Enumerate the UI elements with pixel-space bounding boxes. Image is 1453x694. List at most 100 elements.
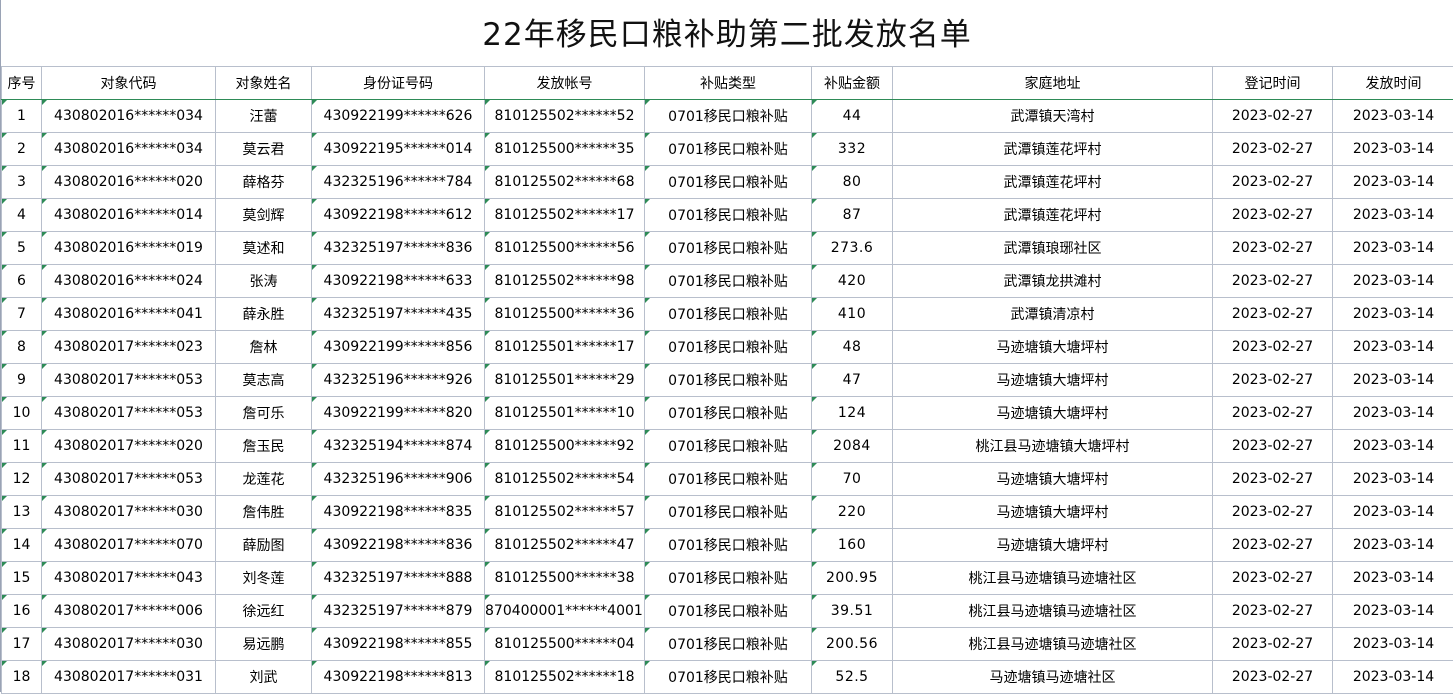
cell-amount[interactable]: 220 bbox=[812, 496, 893, 529]
cell-code[interactable]: 430802017******030 bbox=[42, 496, 216, 529]
cell-code[interactable]: 430802017******023 bbox=[42, 331, 216, 364]
cell-pay-date[interactable]: 2023-03-14 bbox=[1333, 430, 1453, 463]
cell-amount[interactable]: 332 bbox=[812, 133, 893, 166]
cell-code[interactable]: 430802017******006 bbox=[42, 595, 216, 628]
cell-account[interactable]: 810125501******10 bbox=[485, 397, 645, 430]
cell-name[interactable]: 詹可乐 bbox=[216, 397, 312, 430]
cell-code[interactable]: 430802016******034 bbox=[42, 100, 216, 133]
cell-reg-date[interactable]: 2023-02-27 bbox=[1213, 298, 1333, 331]
cell-pay-date[interactable]: 2023-03-14 bbox=[1333, 397, 1453, 430]
cell-reg-date[interactable]: 2023-02-27 bbox=[1213, 232, 1333, 265]
cell-name[interactable]: 龙莲花 bbox=[216, 463, 312, 496]
cell-name[interactable]: 徐远红 bbox=[216, 595, 312, 628]
column-header-reg-date[interactable]: 登记时间 bbox=[1213, 67, 1333, 100]
cell-pay-date[interactable]: 2023-03-14 bbox=[1333, 628, 1453, 661]
cell-address[interactable]: 马迹塘镇大塘坪村 bbox=[893, 331, 1213, 364]
cell-id[interactable]: 430922198******855 bbox=[312, 628, 485, 661]
cell-name[interactable]: 詹伟胜 bbox=[216, 496, 312, 529]
cell-account[interactable]: 810125502******57 bbox=[485, 496, 645, 529]
cell-amount[interactable]: 273.6 bbox=[812, 232, 893, 265]
cell-reg-date[interactable]: 2023-02-27 bbox=[1213, 661, 1333, 694]
cell-amount[interactable]: 80 bbox=[812, 166, 893, 199]
cell-address[interactable]: 马迹塘镇大塘坪村 bbox=[893, 397, 1213, 430]
cell-no[interactable]: 7 bbox=[2, 298, 42, 331]
cell-account[interactable]: 810125502******54 bbox=[485, 463, 645, 496]
cell-pay-date[interactable]: 2023-03-14 bbox=[1333, 595, 1453, 628]
cell-pay-date[interactable]: 2023-03-14 bbox=[1333, 529, 1453, 562]
cell-code[interactable]: 430802017******053 bbox=[42, 364, 216, 397]
cell-reg-date[interactable]: 2023-02-27 bbox=[1213, 364, 1333, 397]
cell-no[interactable]: 17 bbox=[2, 628, 42, 661]
cell-pay-date[interactable]: 2023-03-14 bbox=[1333, 199, 1453, 232]
cell-name[interactable]: 薛励图 bbox=[216, 529, 312, 562]
cell-type[interactable]: 0701移民口粮补贴 bbox=[645, 100, 812, 133]
cell-type[interactable]: 0701移民口粮补贴 bbox=[645, 496, 812, 529]
cell-address[interactable]: 武潭镇清凉村 bbox=[893, 298, 1213, 331]
cell-type[interactable]: 0701移民口粮补贴 bbox=[645, 430, 812, 463]
cell-address[interactable]: 马迹塘镇大塘坪村 bbox=[893, 529, 1213, 562]
cell-pay-date[interactable]: 2023-03-14 bbox=[1333, 364, 1453, 397]
cell-name[interactable]: 易远鹏 bbox=[216, 628, 312, 661]
cell-pay-date[interactable]: 2023-03-14 bbox=[1333, 232, 1453, 265]
cell-id[interactable]: 432325197******879 bbox=[312, 595, 485, 628]
cell-code[interactable]: 430802016******019 bbox=[42, 232, 216, 265]
cell-type[interactable]: 0701移民口粮补贴 bbox=[645, 265, 812, 298]
cell-amount[interactable]: 39.51 bbox=[812, 595, 893, 628]
cell-id[interactable]: 430922198******835 bbox=[312, 496, 485, 529]
cell-reg-date[interactable]: 2023-02-27 bbox=[1213, 562, 1333, 595]
cell-type[interactable]: 0701移民口粮补贴 bbox=[645, 232, 812, 265]
column-header-account[interactable]: 发放帐号 bbox=[485, 67, 645, 100]
cell-reg-date[interactable]: 2023-02-27 bbox=[1213, 628, 1333, 661]
cell-type[interactable]: 0701移民口粮补贴 bbox=[645, 331, 812, 364]
cell-account[interactable]: 810125502******47 bbox=[485, 529, 645, 562]
cell-pay-date[interactable]: 2023-03-14 bbox=[1333, 463, 1453, 496]
column-header-id[interactable]: 身份证号码 bbox=[312, 67, 485, 100]
cell-type[interactable]: 0701移民口粮补贴 bbox=[645, 298, 812, 331]
column-header-type[interactable]: 补贴类型 bbox=[645, 67, 812, 100]
cell-name[interactable]: 莫志高 bbox=[216, 364, 312, 397]
cell-code[interactable]: 430802016******020 bbox=[42, 166, 216, 199]
column-header-amount[interactable]: 补贴金额 bbox=[812, 67, 893, 100]
cell-code[interactable]: 430802017******043 bbox=[42, 562, 216, 595]
cell-name[interactable]: 莫云君 bbox=[216, 133, 312, 166]
cell-name[interactable]: 薛格芬 bbox=[216, 166, 312, 199]
cell-id[interactable]: 432325196******926 bbox=[312, 364, 485, 397]
cell-id[interactable]: 430922198******612 bbox=[312, 199, 485, 232]
cell-reg-date[interactable]: 2023-02-27 bbox=[1213, 100, 1333, 133]
cell-code[interactable]: 430802017******070 bbox=[42, 529, 216, 562]
cell-type[interactable]: 0701移民口粮补贴 bbox=[645, 529, 812, 562]
cell-name[interactable]: 莫述和 bbox=[216, 232, 312, 265]
cell-type[interactable]: 0701移民口粮补贴 bbox=[645, 562, 812, 595]
cell-amount[interactable]: 48 bbox=[812, 331, 893, 364]
cell-no[interactable]: 15 bbox=[2, 562, 42, 595]
cell-account[interactable]: 810125500******35 bbox=[485, 133, 645, 166]
cell-reg-date[interactable]: 2023-02-27 bbox=[1213, 166, 1333, 199]
cell-reg-date[interactable]: 2023-02-27 bbox=[1213, 397, 1333, 430]
cell-id[interactable]: 432325197******836 bbox=[312, 232, 485, 265]
cell-account[interactable]: 810125500******92 bbox=[485, 430, 645, 463]
cell-amount[interactable]: 52.5 bbox=[812, 661, 893, 694]
cell-no[interactable]: 3 bbox=[2, 166, 42, 199]
cell-no[interactable]: 5 bbox=[2, 232, 42, 265]
cell-reg-date[interactable]: 2023-02-27 bbox=[1213, 463, 1333, 496]
cell-no[interactable]: 10 bbox=[2, 397, 42, 430]
cell-id[interactable]: 430922198******633 bbox=[312, 265, 485, 298]
cell-account[interactable]: 810125502******68 bbox=[485, 166, 645, 199]
cell-reg-date[interactable]: 2023-02-27 bbox=[1213, 595, 1333, 628]
cell-id[interactable]: 430922198******813 bbox=[312, 661, 485, 694]
cell-no[interactable]: 6 bbox=[2, 265, 42, 298]
cell-account[interactable]: 810125502******17 bbox=[485, 199, 645, 232]
cell-no[interactable]: 18 bbox=[2, 661, 42, 694]
cell-no[interactable]: 12 bbox=[2, 463, 42, 496]
cell-no[interactable]: 9 bbox=[2, 364, 42, 397]
cell-code[interactable]: 430802016******041 bbox=[42, 298, 216, 331]
cell-address[interactable]: 武潭镇莲花坪村 bbox=[893, 166, 1213, 199]
cell-amount[interactable]: 47 bbox=[812, 364, 893, 397]
cell-account[interactable]: 810125500******04 bbox=[485, 628, 645, 661]
cell-type[interactable]: 0701移民口粮补贴 bbox=[645, 133, 812, 166]
cell-code[interactable]: 430802017******020 bbox=[42, 430, 216, 463]
cell-amount[interactable]: 200.56 bbox=[812, 628, 893, 661]
cell-pay-date[interactable]: 2023-03-14 bbox=[1333, 661, 1453, 694]
cell-name[interactable]: 莫剑辉 bbox=[216, 199, 312, 232]
cell-id[interactable]: 430922199******856 bbox=[312, 331, 485, 364]
